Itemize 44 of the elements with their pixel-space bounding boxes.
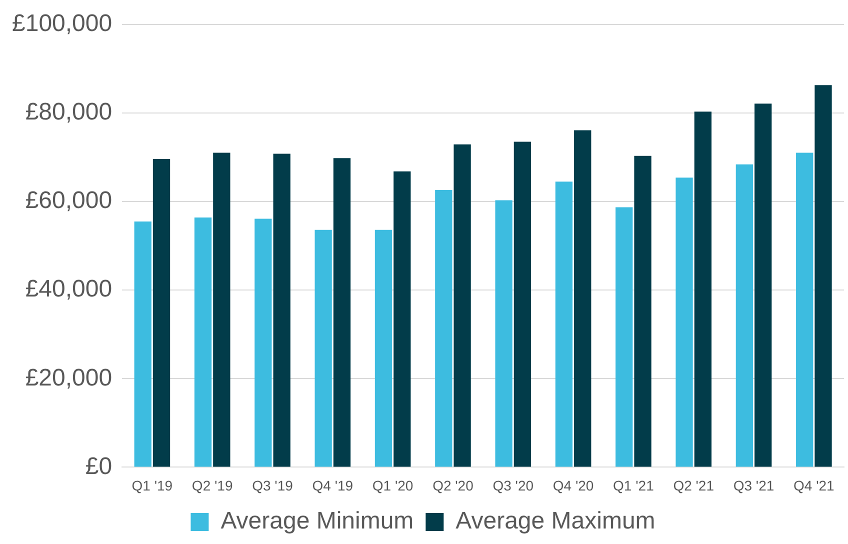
x-tick-label: Q1 '20	[372, 477, 414, 494]
bar	[514, 142, 532, 467]
x-tick-label: Q4 '20	[552, 477, 594, 494]
y-tick-label: £60,000	[25, 187, 112, 214]
y-tick-label: £80,000	[25, 98, 112, 126]
bar	[314, 230, 332, 467]
y-tick-label: £40,000	[25, 276, 112, 303]
bar	[333, 158, 351, 467]
bar	[694, 112, 712, 467]
bar	[616, 207, 633, 467]
bar	[676, 178, 693, 467]
y-tick-label: £0	[85, 452, 112, 480]
x-tick-label: Q4 '21	[794, 477, 835, 494]
bar	[574, 130, 592, 467]
legend-label: Average Maximum	[456, 508, 656, 535]
x-tick-label: Q3 '19	[252, 477, 294, 494]
bar	[555, 182, 573, 467]
bar	[435, 190, 452, 467]
bar	[134, 221, 152, 467]
x-tick-label: Q2 '20	[432, 477, 474, 494]
bar	[213, 152, 230, 467]
bar	[273, 154, 290, 467]
x-tick-label: Q3 '21	[733, 477, 774, 494]
x-tick-label: Q4 '19	[312, 477, 354, 494]
bar	[754, 104, 772, 467]
bar	[254, 218, 272, 467]
bar	[634, 156, 652, 467]
bar	[394, 171, 411, 467]
x-tick-label: Q1 '21	[613, 477, 654, 494]
y-tick-label: £20,000	[25, 364, 112, 392]
bar	[495, 200, 512, 467]
bar	[814, 85, 832, 467]
x-tick-label: Q2 '19	[192, 477, 233, 494]
y-tick-label: £100,000	[12, 10, 112, 38]
bar	[796, 152, 814, 467]
legend-label: Average Minimum	[220, 508, 414, 535]
bar	[454, 144, 471, 467]
x-tick-label: Q1 '19	[132, 477, 173, 494]
bar	[152, 159, 170, 467]
bar	[374, 230, 392, 467]
x-tick-label: Q2 '21	[673, 477, 714, 494]
bar	[194, 217, 212, 467]
bar	[736, 164, 754, 467]
x-tick-label: Q3 '20	[492, 477, 534, 494]
